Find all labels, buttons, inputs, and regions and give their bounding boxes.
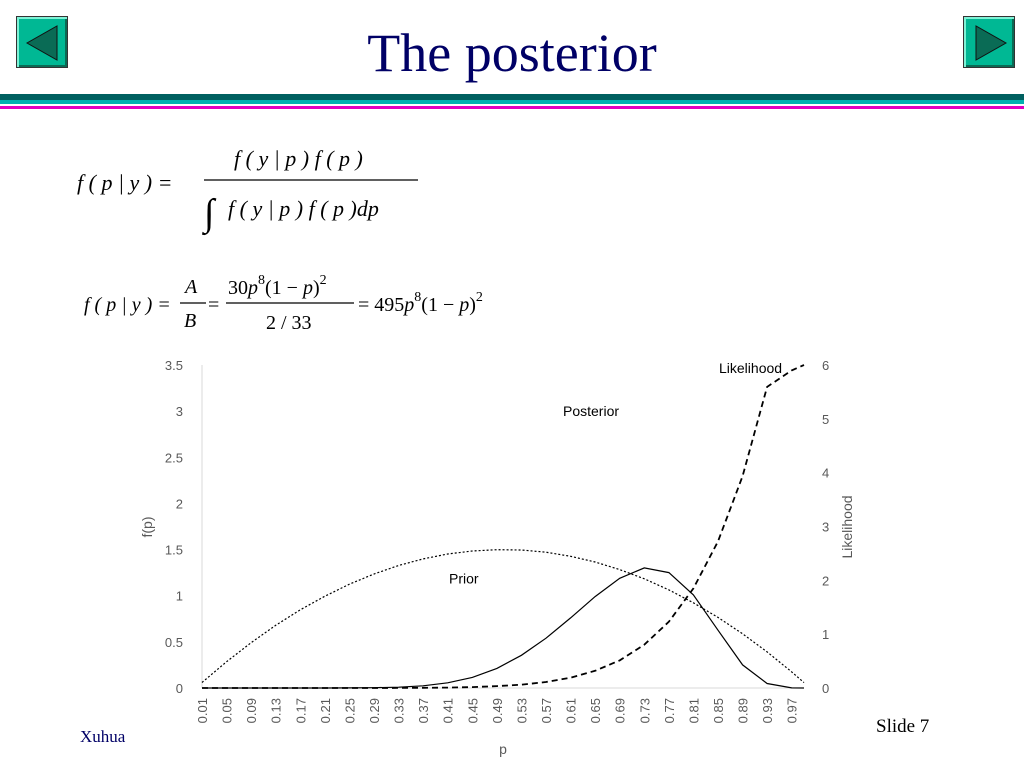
y2-tick-label: 5: [822, 412, 829, 427]
x-tick-label: 0.65: [588, 698, 603, 723]
series-posterior-line: [202, 567, 805, 689]
x-tick-label: 0.25: [342, 698, 357, 723]
next-slide-button[interactable]: [963, 16, 1015, 68]
series-label-posterior: Posterior: [563, 403, 619, 419]
x-tick-label: 0.05: [220, 698, 235, 723]
eq1-numerator: f ( y | p ) f ( p ): [234, 146, 363, 171]
x-tick-label: 0.93: [760, 698, 775, 723]
bayes-equation: f ( p | y ) = f ( y | p ) f ( p ) ∫ f ( …: [77, 146, 418, 236]
arrow-right-icon: [975, 25, 1008, 61]
y-axis-title: f(p): [139, 517, 155, 538]
x-tick-label: 0.41: [441, 698, 456, 723]
series-label-prior: Prior: [449, 571, 479, 587]
y2-tick-label: 3: [822, 520, 829, 535]
y2-tick-label: 4: [822, 466, 829, 481]
y2-tick-label: 6: [822, 358, 829, 373]
y-tick-label: 3.5: [165, 358, 183, 373]
eq1-lhs: f ( p | y ) =: [77, 170, 172, 195]
x-axis-title: p: [499, 741, 507, 757]
x-tick-label: 0.77: [662, 698, 677, 723]
series-label-likelihood: Likelihood: [719, 360, 782, 376]
eq2-equals: =: [208, 294, 219, 316]
header-rule-dark: [0, 94, 1024, 100]
x-tick-label: 0.17: [293, 698, 308, 723]
x-tick-label: 0.09: [244, 698, 259, 723]
series-prior-line: [201, 549, 805, 684]
x-tick-label: 0.85: [711, 698, 726, 723]
y-tick-label: 3: [176, 404, 183, 419]
slide-number: Slide 7: [876, 716, 930, 737]
x-tick-label: 0.81: [686, 698, 701, 723]
y-tick-label: 2: [176, 496, 183, 511]
header-rule-magenta: [0, 106, 1024, 109]
x-tick-label: 0.73: [637, 698, 652, 723]
eq2-rhs: = 495p8(1 − p)2: [358, 290, 483, 316]
posterior-equation: f ( p | y ) = A B = 30p8(1 − p)2 2 / 33 …: [84, 273, 483, 334]
y2-axis-title: Likelihood: [839, 495, 855, 558]
slide-title: The posterior: [367, 23, 657, 83]
series-likelihood-line: [202, 364, 805, 689]
arrow-left-icon: [25, 25, 58, 61]
x-tick-label: 0.21: [318, 698, 333, 723]
previous-slide-button[interactable]: [16, 16, 68, 68]
y-tick-label: 1: [176, 589, 183, 604]
y-tick-label: 2.5: [165, 450, 183, 465]
eq2-frac2-den: 2 / 33: [266, 312, 312, 334]
eq2-frac1-den: B: [184, 310, 196, 332]
x-tick-label: 0.37: [416, 698, 431, 723]
x-tick-label: 0.97: [785, 698, 800, 723]
y2-tick-label: 2: [822, 573, 829, 588]
header-rule-teal: [0, 100, 1024, 104]
footer-author: Xuhua Xia: [80, 727, 126, 746]
x-tick-label: 0.89: [736, 698, 751, 723]
x-tick-label: 0.61: [564, 698, 579, 723]
x-tick-label: 0.69: [613, 698, 628, 723]
eq2-lhs: f ( p | y ) =: [84, 294, 171, 316]
eq1-integral: ∫: [202, 192, 217, 236]
x-tick-label: 0.45: [465, 698, 480, 723]
x-tick-label: 0.57: [539, 698, 554, 723]
x-tick-label: 0.33: [392, 698, 407, 723]
y-tick-label: 0.5: [165, 635, 183, 650]
y-tick-label: 1.5: [165, 543, 183, 558]
eq2-frac1-num: A: [183, 276, 198, 298]
eq1-denominator: f ( y | p ) f ( p )dp: [228, 196, 379, 221]
x-tick-label: 0.49: [490, 698, 505, 723]
x-tick-label: 0.01: [195, 698, 210, 723]
eq2-frac2-num: 30p8(1 − p)2: [228, 273, 327, 299]
y2-tick-label: 0: [822, 681, 829, 696]
y-tick-label: 0: [176, 681, 183, 696]
x-tick-label: 0.53: [514, 698, 529, 723]
y2-tick-label: 1: [822, 627, 829, 642]
x-tick-label: 0.29: [367, 698, 382, 723]
x-tick-label: 0.13: [269, 698, 284, 723]
